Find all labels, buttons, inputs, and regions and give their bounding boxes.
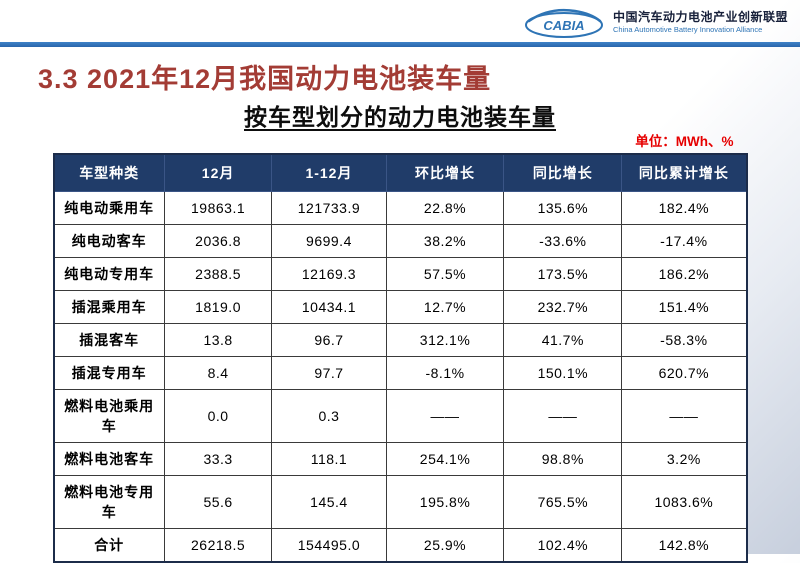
table-cell: 765.5%: [503, 475, 623, 529]
row-label: 插混客车: [53, 323, 165, 357]
table-cell: 98.8%: [503, 442, 623, 476]
table-cell: ——: [385, 389, 505, 443]
logo-text: CABIA: [543, 18, 584, 33]
table-cell: 135.6%: [503, 191, 623, 225]
table-cell: 151.4%: [621, 290, 747, 324]
header-divider: [0, 42, 800, 47]
column-header: 同比累计增长: [621, 153, 747, 192]
table-header: 车型种类 12月 1-12月 环比增长 同比增长 同比累计增长: [53, 153, 747, 192]
column-header: 车型种类: [53, 153, 165, 192]
table-body: 纯电动乘用车 19863.1 121733.9 22.8% 135.6% 182.4% 纯电…: [53, 191, 747, 563]
table-cell: 312.1%: [385, 323, 505, 357]
table-row: 插混乘用车 1819.0 10434.1 12.7% 232.7% 151.4%: [53, 290, 747, 324]
table-cell: 186.2%: [621, 257, 747, 291]
table-cell: 620.7%: [621, 356, 747, 390]
row-label: 燃料电池客车: [53, 442, 165, 476]
table-cell: 96.7: [271, 323, 387, 357]
table-row: 燃料电池专用车 55.6 145.4 195.8% 765.5% 1083.6%: [53, 475, 747, 529]
table-row: 插混专用车 8.4 97.7 -8.1% 150.1% 620.7%: [53, 356, 747, 390]
table-cell: 12.7%: [385, 290, 505, 324]
table-cell: 2036.8: [163, 224, 273, 258]
table-cell: 154495.0: [271, 528, 387, 563]
table-title: 按车型划分的动力电池装车量: [244, 104, 556, 130]
table-cell: 38.2%: [385, 224, 505, 258]
table-cell: 195.8%: [385, 475, 505, 529]
row-label: 插混乘用车: [53, 290, 165, 324]
table-row: 插混客车 13.8 96.7 312.1% 41.7% -58.3%: [53, 323, 747, 357]
table-cell: 1819.0: [163, 290, 273, 324]
row-label: 燃料电池乘用车: [53, 389, 165, 443]
column-header: 同比增长: [503, 153, 623, 192]
column-header: 环比增长: [385, 153, 505, 192]
logo: CABIA 中国汽车动力电池产业创新联盟 China Automotive Ba…: [523, 5, 788, 39]
table-cell: 12169.3: [271, 257, 387, 291]
table-cell: 142.8%: [621, 528, 747, 563]
table-cell: -58.3%: [621, 323, 747, 357]
row-label: 燃料电池专用车: [53, 475, 165, 529]
table-cell: 3.2%: [621, 442, 747, 476]
table-cell: 145.4: [271, 475, 387, 529]
org-name-en: China Automotive Battery Innovation Alli…: [612, 24, 763, 34]
table-cell: -17.4%: [621, 224, 747, 258]
table-cell: 10434.1: [271, 290, 387, 324]
table-cell: 232.7%: [503, 290, 623, 324]
table-row: 燃料电池乘用车 0.0 0.3 —— —— ——: [53, 389, 747, 443]
table-cell: 22.8%: [385, 191, 505, 225]
row-label: 插混专用车: [53, 356, 165, 390]
row-label: 纯电动专用车: [53, 257, 165, 291]
table-cell: 97.7: [271, 356, 387, 390]
table-cell: 57.5%: [385, 257, 505, 291]
table-cell: 0.3: [271, 389, 387, 443]
table-cell: 2388.5: [163, 257, 273, 291]
table-cell: 55.6: [163, 475, 273, 529]
table-cell: ——: [503, 389, 623, 443]
table-cell: 26218.5: [163, 528, 273, 563]
table-cell: 8.4: [163, 356, 273, 390]
table-row: 燃料电池客车 33.3 118.1 254.1% 98.8% 3.2%: [53, 442, 747, 476]
row-label: 纯电动客车: [53, 224, 165, 258]
table-cell: 150.1%: [503, 356, 623, 390]
table-cell: 41.7%: [503, 323, 623, 357]
battery-installation-table: 车型种类 12月 1-12月 环比增长 同比增长 同比累计增长 纯电动乘用车 19863.1…: [52, 153, 748, 563]
unit-label: 单位：MWh、%: [635, 134, 734, 149]
column-header: 1-12月: [271, 153, 387, 192]
header-bar: CABIA 中国汽车动力电池产业创新联盟 China Automotive Ba…: [0, 0, 800, 42]
row-label: 合计: [53, 528, 165, 563]
table-cell: 0.0: [163, 389, 273, 443]
slide-content: 3.3 2021年12月我国动力电池装车量 按车型划分的动力电池装车量 单位：M…: [0, 63, 800, 563]
table-cell: 182.4%: [621, 191, 747, 225]
table-cell: 118.1: [271, 442, 387, 476]
table-cell: -33.6%: [503, 224, 623, 258]
table-row: 合计 26218.5 154495.0 25.9% 102.4% 142.8%: [53, 528, 747, 563]
table-cell: 13.8: [163, 323, 273, 357]
table-cell: 19863.1: [163, 191, 273, 225]
table-cell: -8.1%: [385, 356, 505, 390]
table-cell: 9699.4: [271, 224, 387, 258]
org-names: 中国汽车动力电池产业创新联盟 China Automotive Battery …: [613, 10, 788, 35]
table-row: 纯电动客车 2036.8 9699.4 38.2% -33.6% -17.4%: [53, 224, 747, 258]
table-row: 纯电动乘用车 19863.1 121733.9 22.8% 135.6% 182.4%: [53, 191, 747, 225]
table-cell: 254.1%: [385, 442, 505, 476]
cabia-logo-icon: CABIA: [524, 8, 603, 38]
table-header-row: 车型种类 12月 1-12月 环比增长 同比增长 同比累计增长: [53, 153, 747, 192]
table-cell: 1083.6%: [621, 475, 747, 529]
page-title: 3.3 2021年12月我国动力电池装车量: [38, 64, 492, 94]
table-row: 纯电动专用车 2388.5 12169.3 57.5% 173.5% 186.2%: [53, 257, 747, 291]
table-cell: 121733.9: [271, 191, 387, 225]
table-cell: 25.9%: [385, 528, 505, 563]
table-cell: 102.4%: [503, 528, 623, 563]
column-header: 12月: [163, 153, 273, 192]
row-label: 纯电动乘用车: [53, 191, 165, 225]
org-name-cn: 中国汽车动力电池产业创新联盟: [612, 9, 788, 24]
table-cell: ——: [621, 389, 747, 443]
table-cell: 33.3: [163, 442, 273, 476]
table-cell: 173.5%: [503, 257, 623, 291]
